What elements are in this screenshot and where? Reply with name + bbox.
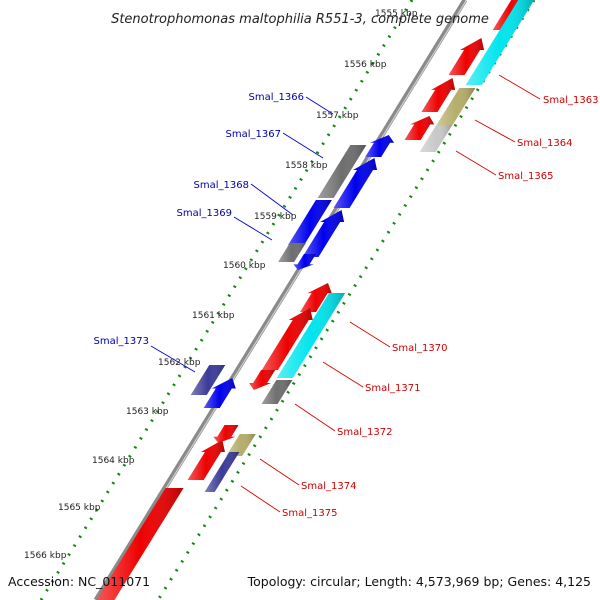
leader-line	[322, 361, 364, 388]
gene-label[interactable]: Smal_1367	[226, 129, 281, 140]
tick-label: 1558 kbp	[285, 161, 328, 171]
tick-label: 1561 kbp	[192, 311, 235, 321]
leader-line	[250, 183, 294, 216]
feature-smal-1366-shade	[365, 135, 395, 157]
feature-smal-1369-shade	[278, 243, 306, 262]
gene-label[interactable]: Smal_1370	[392, 343, 447, 354]
leader-line	[455, 150, 497, 176]
feature-smal-1370a-shade	[300, 283, 332, 312]
feature-smal-1375-shade	[204, 452, 240, 492]
leader-line	[305, 96, 334, 115]
gene-label[interactable]: Smal_1363	[543, 95, 598, 106]
feature-smal-1374-shade	[226, 434, 256, 456]
feature-smal-1370-shade	[276, 293, 346, 378]
feature-smal-1373-shade	[190, 365, 226, 395]
gene-label[interactable]: Smal_1366	[249, 92, 304, 103]
gene-label[interactable]: Smal_1368	[194, 180, 249, 191]
gene-label[interactable]: Smal_1371	[365, 383, 420, 394]
gene-label[interactable]: Smal_1373	[94, 336, 149, 347]
leader-line	[282, 132, 324, 159]
feature-smal-1371-shade	[261, 308, 313, 370]
feature-blue-small-shade	[293, 254, 316, 270]
tick-label: 1562 kbp	[158, 358, 201, 368]
tick-label: 1565 kbp	[58, 503, 101, 513]
gene-label[interactable]: Smal_1374	[301, 481, 356, 492]
tick-label: 1564 kbp	[92, 456, 135, 466]
gene-label[interactable]: Smal_1372	[337, 427, 392, 438]
tick-label: 1555 kbp	[375, 9, 418, 19]
feature-red-1364b-shade	[404, 116, 435, 140]
inner-guide-arc	[156, 0, 536, 600]
feature-top-cyan-shade	[465, 0, 535, 85]
feature-smal-1363b-shade	[421, 78, 456, 112]
tick-label: 1566 kbp	[24, 551, 67, 561]
leader-line	[294, 403, 336, 432]
leader-line	[474, 119, 516, 143]
feature-red-small-shade	[249, 370, 276, 390]
feature-smal-1374b-shade	[187, 440, 225, 480]
leader-line	[233, 216, 273, 241]
topology-text: Topology: circular; Length: 4,573,969 bp…	[247, 574, 591, 589]
gene-label[interactable]: Smal_1369	[177, 208, 232, 219]
tick-label: 1556 kbp	[344, 60, 387, 70]
feature-smal-1367-shade	[317, 145, 367, 198]
leader-line	[349, 321, 391, 348]
leader-line	[240, 485, 281, 513]
leader-line	[259, 458, 300, 486]
gene-label[interactable]: Smal_1365	[498, 171, 553, 182]
feature-smal-1372-shade	[261, 380, 293, 404]
feature-red-bottom-shade	[96, 488, 184, 600]
tick-label: 1560 kbp	[223, 261, 266, 271]
feature-smal-1369b-shade	[302, 210, 345, 257]
feature-smal-1373b-shade	[203, 378, 236, 408]
accession-text: Accession: NC_011071	[8, 574, 150, 589]
feature-smal-1374a-shade	[213, 425, 239, 443]
tick-label: 1563 kbp	[126, 407, 169, 417]
leader-line	[150, 345, 196, 373]
feature-smal-1363a-shade	[448, 38, 485, 75]
gene-label[interactable]: Smal_1375	[282, 508, 337, 519]
tick-label: 1559 kbp	[254, 212, 297, 222]
leader-line	[498, 74, 541, 100]
gene-label[interactable]: Smal_1364	[517, 138, 572, 149]
map-title: Stenotrophomonas maltophilia R551-3, com…	[111, 12, 489, 27]
genome-backbone	[93, 0, 468, 600]
feature-smal-1368-shade	[288, 200, 332, 245]
feature-smal-1364-shade	[436, 88, 476, 125]
feature-smal-1367b-shade	[333, 158, 378, 208]
feature-smal-1365-shade	[419, 125, 453, 152]
tick-label: 1557 kbp	[316, 111, 359, 121]
